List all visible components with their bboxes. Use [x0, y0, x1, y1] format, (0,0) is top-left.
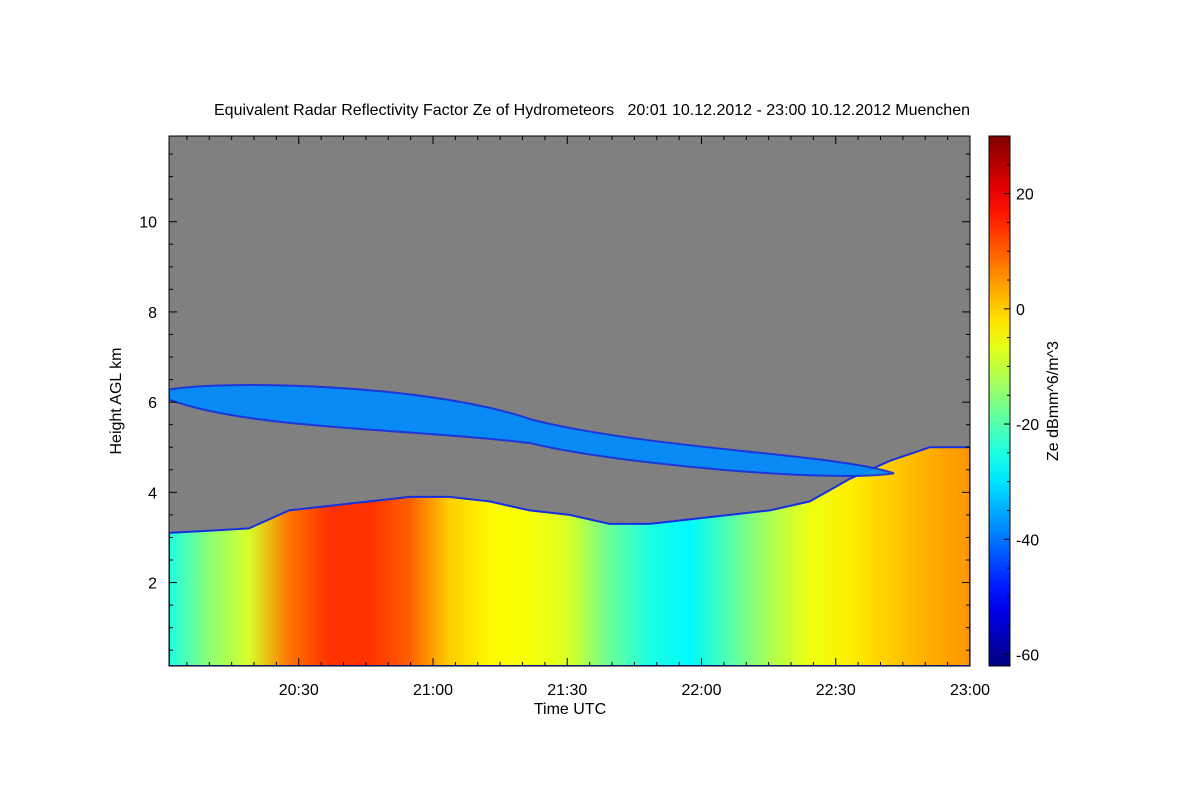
colorbar-tick-label: 0	[1016, 302, 1025, 319]
x-tick-label: 22:30	[816, 682, 856, 699]
y-tick-label: 6	[148, 395, 157, 412]
y-tick-label: 10	[139, 215, 157, 232]
colorbar-tick-label: -60	[1016, 647, 1039, 664]
colorbar-tick-label: 20	[1016, 187, 1034, 204]
x-tick-label: 20:30	[279, 682, 319, 699]
x-axis-label: Time UTC	[534, 701, 606, 718]
colorbar-label: Ze dBmm^6/m^3	[1045, 341, 1062, 461]
y-axis-ticks: 2 4 6 8 10	[139, 153, 970, 651]
x-tick-label: 22:00	[681, 682, 721, 699]
colorbar	[988, 135, 1011, 667]
precipitation-layer	[169, 446, 970, 666]
chart-title: Equivalent Radar Reflectivity Factor Ze …	[214, 102, 970, 119]
y-tick-label: 4	[148, 485, 157, 502]
colorbar-tick-label: -40	[1016, 532, 1039, 549]
y-tick-label: 2	[148, 576, 157, 593]
plot-frame	[168, 135, 971, 667]
x-axis-ticks: 20:30 21:00 21:30 22:00 22:30 23:00	[186, 136, 990, 699]
ice-cloud-layer	[169, 384, 895, 477]
x-tick-label: 21:00	[413, 682, 453, 699]
y-tick-label: 8	[148, 305, 157, 322]
colorbar-tick-label: -20	[1016, 417, 1039, 434]
x-tick-label: 21:30	[547, 682, 587, 699]
x-tick-label: 23:00	[950, 682, 990, 699]
y-axis-label: Height AGL km	[108, 347, 125, 454]
colorbar-ticks: -60 -40 -20 0 20	[1004, 135, 1039, 664]
reflectivity-layers	[169, 384, 970, 666]
